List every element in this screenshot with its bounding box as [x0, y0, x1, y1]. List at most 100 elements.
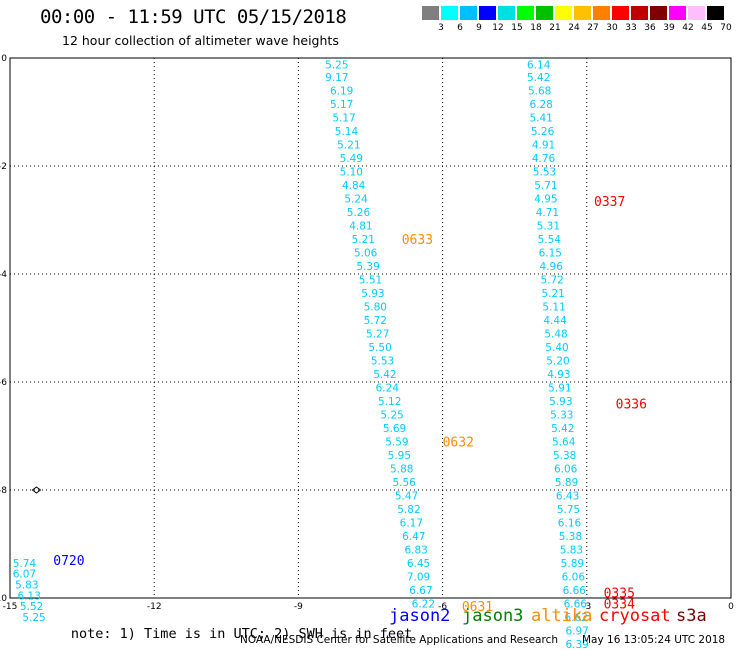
- swh-data-label: 5.21: [337, 139, 360, 151]
- swh-data-label: 5.26: [347, 207, 371, 219]
- swh-data-label: 5.42: [527, 72, 550, 84]
- swh-data-label: 5.47: [395, 490, 418, 502]
- time-label: 0632: [443, 435, 474, 450]
- legend-swatch: [498, 6, 515, 20]
- swh-data-label: 5.41: [529, 112, 552, 124]
- swh-data-label: 6.83: [404, 544, 427, 556]
- swh-data-label: 5.93: [361, 288, 384, 300]
- swh-data-label: 4.81: [349, 220, 372, 232]
- footer-credit: NOAA/NESDIS Center for Satellite Applica…: [240, 634, 558, 646]
- legend-swatch: [688, 6, 705, 20]
- swh-data-label: 6.22: [412, 598, 435, 610]
- y-tick-label: -4: [0, 270, 7, 280]
- swh-data-label: 5.48: [544, 328, 567, 340]
- swh-data-label: 5.38: [559, 531, 582, 543]
- swh-data-label: 6.24: [376, 382, 400, 394]
- swh-data-label: 5.40: [545, 342, 568, 354]
- swh-data-label: 6.66: [564, 598, 588, 610]
- time-label: 0720: [53, 554, 84, 569]
- time-label: 0633: [402, 233, 433, 248]
- swh-data-label: 5.25: [380, 409, 403, 421]
- swh-data-label: 6.14: [527, 59, 551, 71]
- legend-tick-label: 18: [530, 23, 542, 33]
- time-label: 0631: [462, 600, 493, 615]
- legend-jason2: jason2: [389, 606, 451, 626]
- swh-data-label: 5.53: [533, 166, 556, 178]
- swh-data-label: 6.39: [565, 639, 588, 650]
- swh-data-label: 5.89: [555, 477, 578, 489]
- swh-data-label: 6.43: [556, 490, 579, 502]
- swh-data-label: 5.51: [359, 274, 382, 286]
- legend-swatch: [479, 6, 496, 20]
- legend-tick-label: 12: [492, 23, 504, 33]
- swh-data-label: 5.75: [557, 504, 580, 516]
- legend-swatch: [707, 6, 724, 20]
- swh-data-label: 5.26: [531, 126, 555, 138]
- legend-altika: altika: [531, 606, 593, 626]
- legend-tick-label: 42: [682, 23, 694, 33]
- swh-data-label: 5.91: [548, 382, 571, 394]
- legend-tick-label: 33: [625, 23, 637, 33]
- swh-data-label: 5.14: [335, 126, 359, 138]
- swh-data-label: 5.54: [538, 234, 562, 246]
- legend-swatch: [517, 6, 534, 20]
- swh-data-label: 6.13: [18, 590, 41, 602]
- legend-tick-label: 36: [644, 23, 656, 33]
- swh-data-label: 5.42: [373, 369, 396, 381]
- swh-data-label: 4.76: [532, 153, 556, 165]
- swh-data-label: 5.53: [371, 355, 394, 367]
- swh-data-label: 5.88: [390, 463, 413, 475]
- swh-data-label: 5.17: [330, 99, 353, 111]
- legend-swatch: [555, 6, 572, 20]
- swh-data-label: 6.47: [402, 531, 425, 543]
- legend-s3a: s3a: [676, 606, 707, 626]
- legend-swatch: [593, 6, 610, 20]
- swh-data-label: 5.21: [541, 288, 564, 300]
- legend-swatch: [574, 6, 591, 20]
- legend-swatch: [460, 6, 477, 20]
- swh-data-label: 5.72: [540, 274, 563, 286]
- swh-data-label: 6.07: [13, 569, 36, 581]
- swh-data-label: 5.42: [551, 423, 574, 435]
- legend-tick-label: 70: [720, 23, 732, 33]
- swh-data-label: 5.17: [332, 112, 355, 124]
- swh-data-label: 5.50: [368, 342, 391, 354]
- swh-data-label: 5.72: [364, 315, 387, 327]
- swh-data-label: 4.96: [540, 261, 564, 273]
- swh-data-label: 6.15: [539, 247, 562, 259]
- swh-data-label: 5.12: [378, 396, 401, 408]
- legend-tick-label: 9: [476, 23, 482, 33]
- swh-data-label: 5.52: [20, 601, 43, 613]
- x-tick-label: -6: [438, 602, 447, 612]
- y-tick-label: 0: [1, 54, 7, 64]
- swh-data-label: 6.45: [407, 558, 430, 570]
- swh-data-label: 5.56: [392, 477, 416, 489]
- swh-data-label: 5.59: [385, 436, 408, 448]
- swh-data-label: 5.25: [325, 59, 348, 71]
- legend-tick-label: 3: [438, 23, 444, 33]
- swh-data-label: 6.66: [563, 585, 587, 597]
- legend-swatch: [669, 6, 686, 20]
- swh-data-label: 5.10: [340, 166, 363, 178]
- x-tick-label: -12: [147, 602, 162, 612]
- swh-data-label: 5.24: [344, 193, 368, 205]
- y-tick-label: -8: [0, 486, 7, 496]
- x-tick-label: -9: [294, 602, 303, 612]
- swh-data-label: 4.95: [534, 193, 557, 205]
- legend-tick-label: 30: [606, 23, 618, 33]
- legend-swatch: [631, 6, 648, 20]
- swh-data-label: 6.62: [565, 612, 588, 624]
- legend-swatch: [612, 6, 629, 20]
- marker-diamond: [31, 486, 42, 494]
- y-tick-label: -2: [0, 162, 7, 172]
- legend-jason3: jason3: [462, 606, 524, 626]
- time-label: 0337: [594, 195, 625, 210]
- swh-data-label: 4.93: [547, 369, 570, 381]
- legend-tick-label: 39: [663, 23, 675, 33]
- swh-data-label: 6.06: [562, 571, 586, 583]
- legend-tick-label: 24: [568, 23, 580, 33]
- swh-data-label: 5.80: [364, 301, 387, 313]
- legend-tick-label: 6: [457, 23, 463, 33]
- swh-data-label: 4.44: [543, 315, 567, 327]
- swh-data-label: 5.93: [549, 396, 572, 408]
